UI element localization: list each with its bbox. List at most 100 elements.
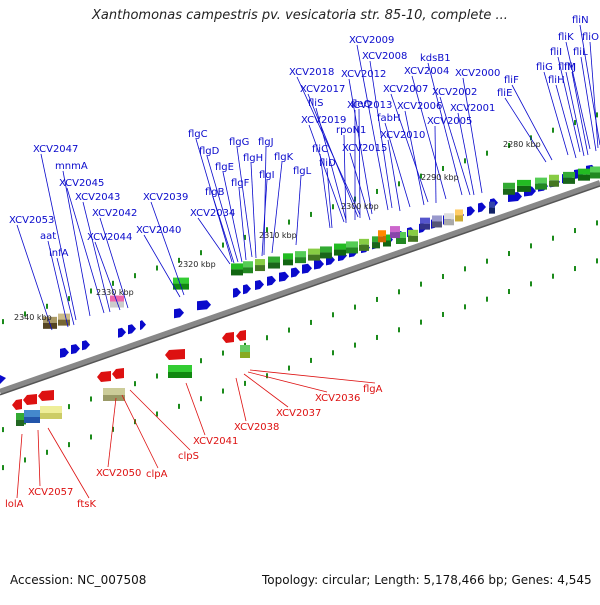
cog-block: [283, 253, 293, 266]
reverse-cog-dot-outer: [200, 396, 202, 402]
cog-block: [346, 241, 358, 254]
forward-label-leader: [150, 201, 185, 296]
forward-gene-label: XCV2039: [143, 192, 188, 203]
forward-label-leader: [271, 161, 283, 254]
forward-gene-label: XCV2015: [342, 143, 387, 154]
forward-gene-arrow: [302, 263, 312, 274]
cog-block: [590, 166, 600, 179]
forward-gene-label: fliL: [573, 47, 588, 58]
position-tick-label: 2320 kbp: [178, 260, 216, 269]
forward-gene-label: rpoN1: [336, 125, 366, 136]
forward-cog-dot: [552, 127, 554, 133]
forward-gene-arrow: [128, 324, 136, 335]
forward-label-leader: [16, 224, 53, 331]
reverse-cog-dot-inner: [376, 296, 378, 302]
forward-gene-arrow: [314, 259, 324, 270]
reverse-cog-dot-outer: [244, 380, 246, 386]
forward-label-leader: [358, 108, 361, 219]
reverse-cog-dot-inner: [530, 243, 532, 249]
reverse-cog-dot-outer: [398, 327, 400, 333]
forward-label-leader: [315, 107, 347, 221]
forward-label-leader: [384, 122, 411, 208]
forward-gene-label: fliE: [497, 88, 512, 99]
cog-block: [444, 213, 454, 226]
cog-block: [334, 243, 346, 256]
backbone-layer: [0, 180, 600, 396]
cog-block: [58, 313, 70, 326]
forward-gene-arrow: [174, 308, 184, 319]
forward-cog-dot: [376, 188, 378, 194]
forward-cog-dot: [596, 112, 598, 118]
forward-cog-dot: [244, 234, 246, 240]
reverse-cog-dot-outer: [354, 342, 356, 348]
forward-label-leader: [343, 134, 347, 224]
forward-gene-arrow: [118, 327, 126, 338]
reverse-gene-label: XCV2037: [276, 408, 321, 419]
forward-gene-label: flgI: [259, 170, 275, 181]
position-tick-label: 2340 kbp: [14, 313, 52, 322]
forward-gene-label: fliH: [548, 75, 565, 86]
reverse-gene-label: XCV2036: [315, 393, 360, 404]
forward-label-leader: [356, 44, 389, 211]
cog-block: [517, 179, 531, 192]
reverse-cog-dot-inner: [266, 335, 268, 341]
reverse-cog-dot-inner: [2, 427, 4, 433]
reverse-gene-label: lolA: [5, 499, 24, 510]
cog-block: [173, 277, 189, 290]
forward-gene-label: flgE: [215, 162, 234, 173]
reverse-cog-dot-inner: [464, 266, 466, 272]
reverse-cog-dot-inner: [442, 273, 444, 279]
forward-label-leader: [296, 76, 361, 216]
reverse-label-leader: [37, 429, 41, 487]
reverse-cog-dot-inner: [508, 251, 510, 257]
forward-cog-dot: [508, 143, 510, 149]
forward-gene-label: flgL: [293, 166, 312, 177]
reverse-gene-label: XCV2057: [28, 487, 73, 498]
reverse-cog-dot-inner: [156, 373, 158, 379]
reverse-cog-dot-inner: [354, 304, 356, 310]
forward-label-leader: [571, 71, 589, 156]
forward-label-leader: [579, 24, 600, 146]
forward-gene-label: fabH: [377, 113, 401, 124]
forward-label-leader: [565, 71, 585, 157]
forward-gene-arrow: [233, 287, 241, 298]
reverse-cog-dot-outer: [2, 465, 4, 471]
forward-label-leader: [206, 155, 239, 263]
forward-gene-label: fliS: [308, 98, 323, 109]
reverse-gene-label: ftsK: [77, 499, 96, 510]
forward-label-leader: [580, 56, 597, 152]
forward-gene-label: XCV2001: [450, 103, 495, 114]
reverse-label-leader: [247, 371, 328, 393]
cog-block: [383, 234, 391, 247]
cog-block: [320, 246, 332, 259]
reverse-label-leader: [121, 394, 159, 469]
position-tick-label: 2290 kbp: [421, 173, 459, 182]
forward-gene-label: XCV2008: [362, 51, 407, 62]
reverse-cog-dot-outer: [596, 258, 598, 264]
forward-gene-label: flgK: [274, 152, 294, 163]
reverse-cog-dot-outer: [310, 357, 312, 363]
forward-label-leader: [504, 97, 547, 163]
forward-gene-label: fliJ: [564, 62, 576, 73]
forward-cog-dot: [156, 265, 158, 271]
forward-cog-dot: [420, 173, 422, 179]
cog-block: [295, 251, 306, 264]
forward-gene-label: XCV2047: [33, 144, 78, 155]
forward-label-leader: [56, 257, 75, 326]
forward-label-leader: [197, 217, 231, 265]
cog-block: [390, 226, 400, 239]
forward-gene-label: XCV2053: [9, 215, 54, 226]
forward-gene-label: XCV2034: [190, 208, 235, 219]
forward-label-leader: [40, 153, 77, 321]
forward-label-leader: [82, 201, 111, 313]
cog-block: [378, 230, 386, 243]
reverse-cog-dot-outer: [332, 350, 334, 356]
forward-label-leader: [589, 41, 599, 149]
cog-block: [110, 295, 124, 308]
forward-gene-label: flgB: [205, 187, 225, 198]
forward-gene-label: XCV2043: [75, 192, 120, 203]
feature-layer: [0, 164, 600, 426]
reverse-cog-dot-inner: [398, 289, 400, 295]
reverse-gene-label: clpS: [178, 451, 199, 462]
